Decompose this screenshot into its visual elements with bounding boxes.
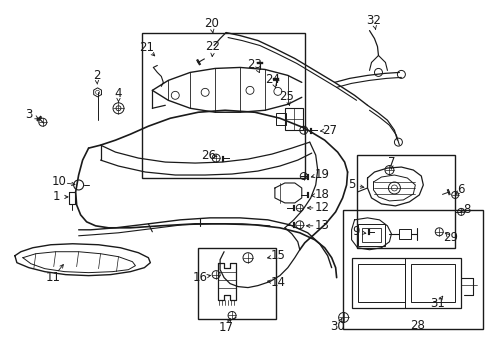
Text: 19: 19 bbox=[314, 167, 328, 180]
Bar bbox=[142, 32, 304, 178]
Text: 6: 6 bbox=[456, 184, 464, 197]
Bar bbox=[399, 229, 410, 239]
Bar bbox=[357, 224, 385, 246]
Text: 23: 23 bbox=[247, 58, 262, 71]
Text: 32: 32 bbox=[366, 14, 380, 27]
Bar bbox=[342, 210, 482, 329]
Bar bbox=[361, 228, 381, 242]
Text: 12: 12 bbox=[314, 201, 328, 215]
Text: 17: 17 bbox=[218, 321, 233, 334]
Text: 26: 26 bbox=[200, 149, 215, 162]
Text: 31: 31 bbox=[429, 297, 444, 310]
Bar bbox=[351, 258, 460, 307]
Text: 27: 27 bbox=[322, 124, 337, 137]
Bar bbox=[198, 248, 275, 319]
Bar bbox=[357, 264, 405, 302]
Bar bbox=[356, 155, 454, 248]
Text: 1: 1 bbox=[53, 190, 61, 203]
Text: 29: 29 bbox=[442, 231, 457, 244]
Text: 10: 10 bbox=[51, 175, 66, 189]
Bar bbox=[275, 113, 285, 125]
Text: 28: 28 bbox=[409, 319, 424, 332]
Bar bbox=[410, 264, 454, 302]
Text: 4: 4 bbox=[115, 87, 122, 100]
Text: 15: 15 bbox=[270, 249, 285, 262]
Text: 11: 11 bbox=[45, 271, 60, 284]
Text: 2: 2 bbox=[93, 69, 100, 82]
Text: 7: 7 bbox=[387, 156, 394, 168]
Text: 14: 14 bbox=[270, 276, 285, 289]
Text: 18: 18 bbox=[314, 188, 328, 202]
Text: 8: 8 bbox=[463, 203, 470, 216]
Text: 21: 21 bbox=[139, 41, 154, 54]
Text: 13: 13 bbox=[314, 219, 328, 232]
Text: 16: 16 bbox=[192, 271, 207, 284]
Text: 9: 9 bbox=[351, 225, 359, 238]
Text: 30: 30 bbox=[329, 320, 345, 333]
Bar bbox=[285, 108, 302, 130]
Text: 22: 22 bbox=[205, 40, 220, 53]
Text: 25: 25 bbox=[279, 90, 294, 103]
Text: 24: 24 bbox=[265, 73, 280, 86]
Text: 5: 5 bbox=[347, 179, 355, 192]
Text: 20: 20 bbox=[203, 17, 218, 30]
Text: 3: 3 bbox=[25, 108, 33, 121]
